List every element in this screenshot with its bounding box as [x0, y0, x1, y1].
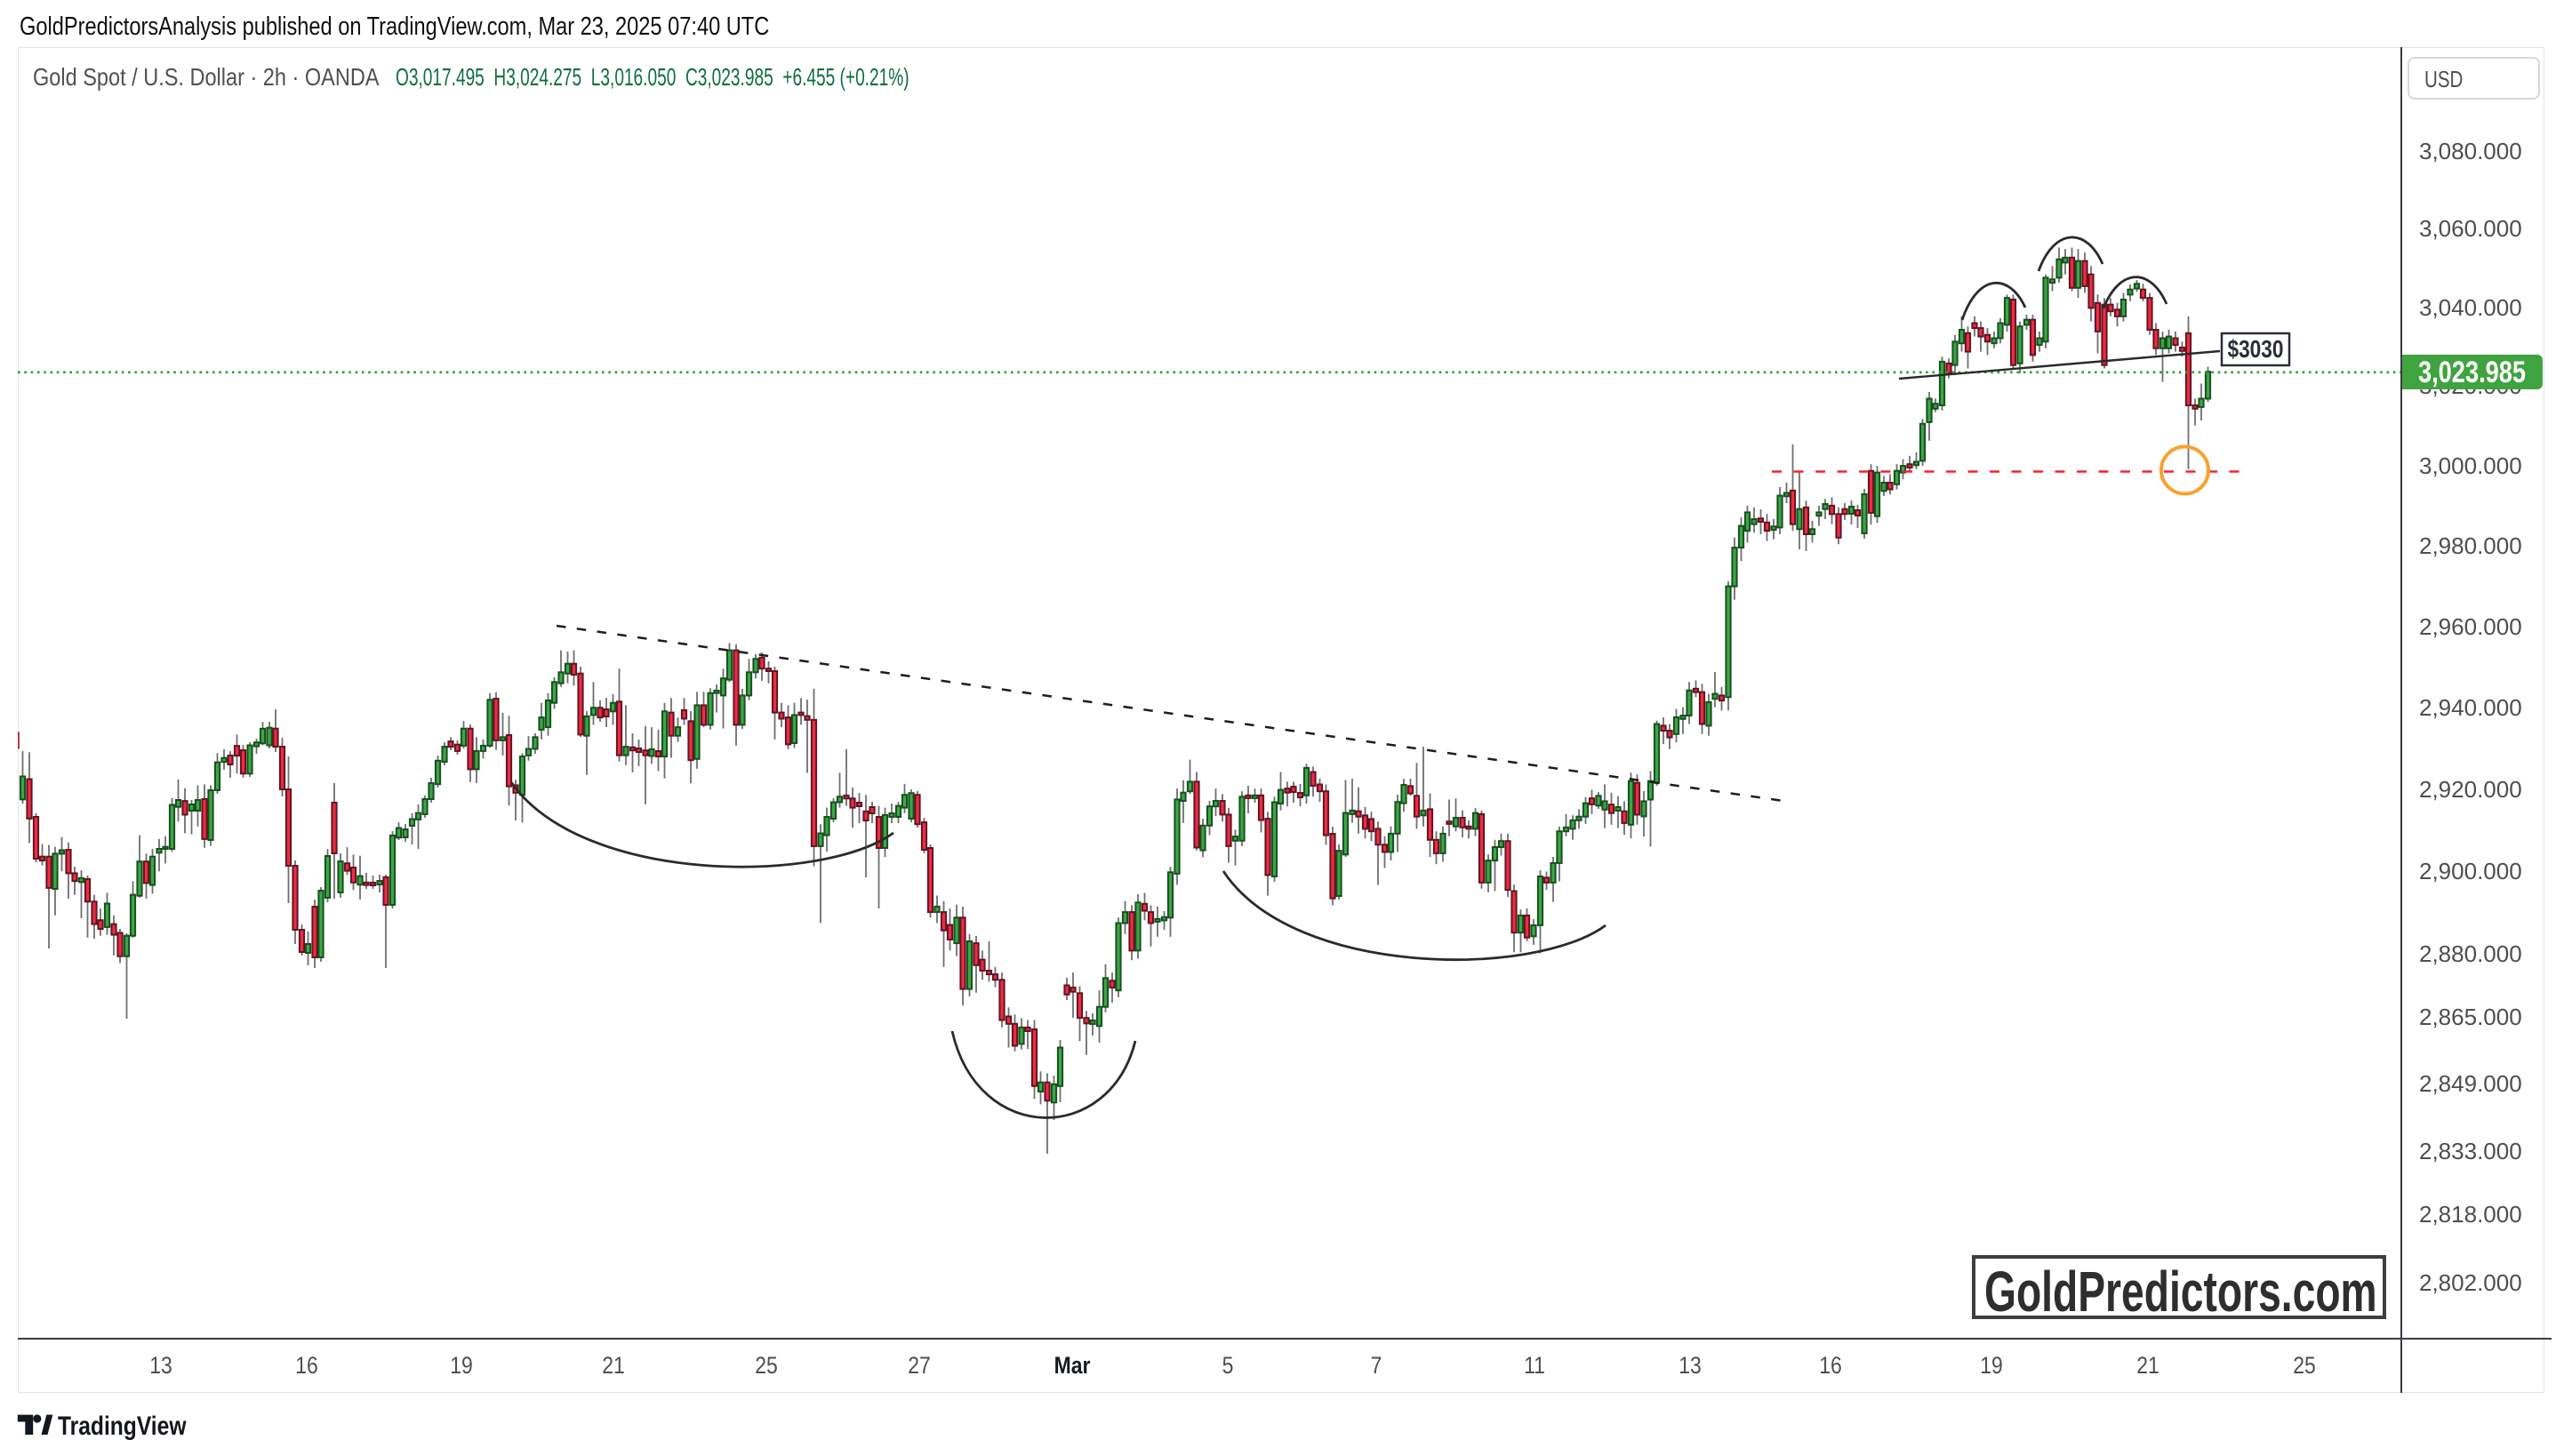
svg-text:$3030: $3030: [2227, 336, 2283, 364]
